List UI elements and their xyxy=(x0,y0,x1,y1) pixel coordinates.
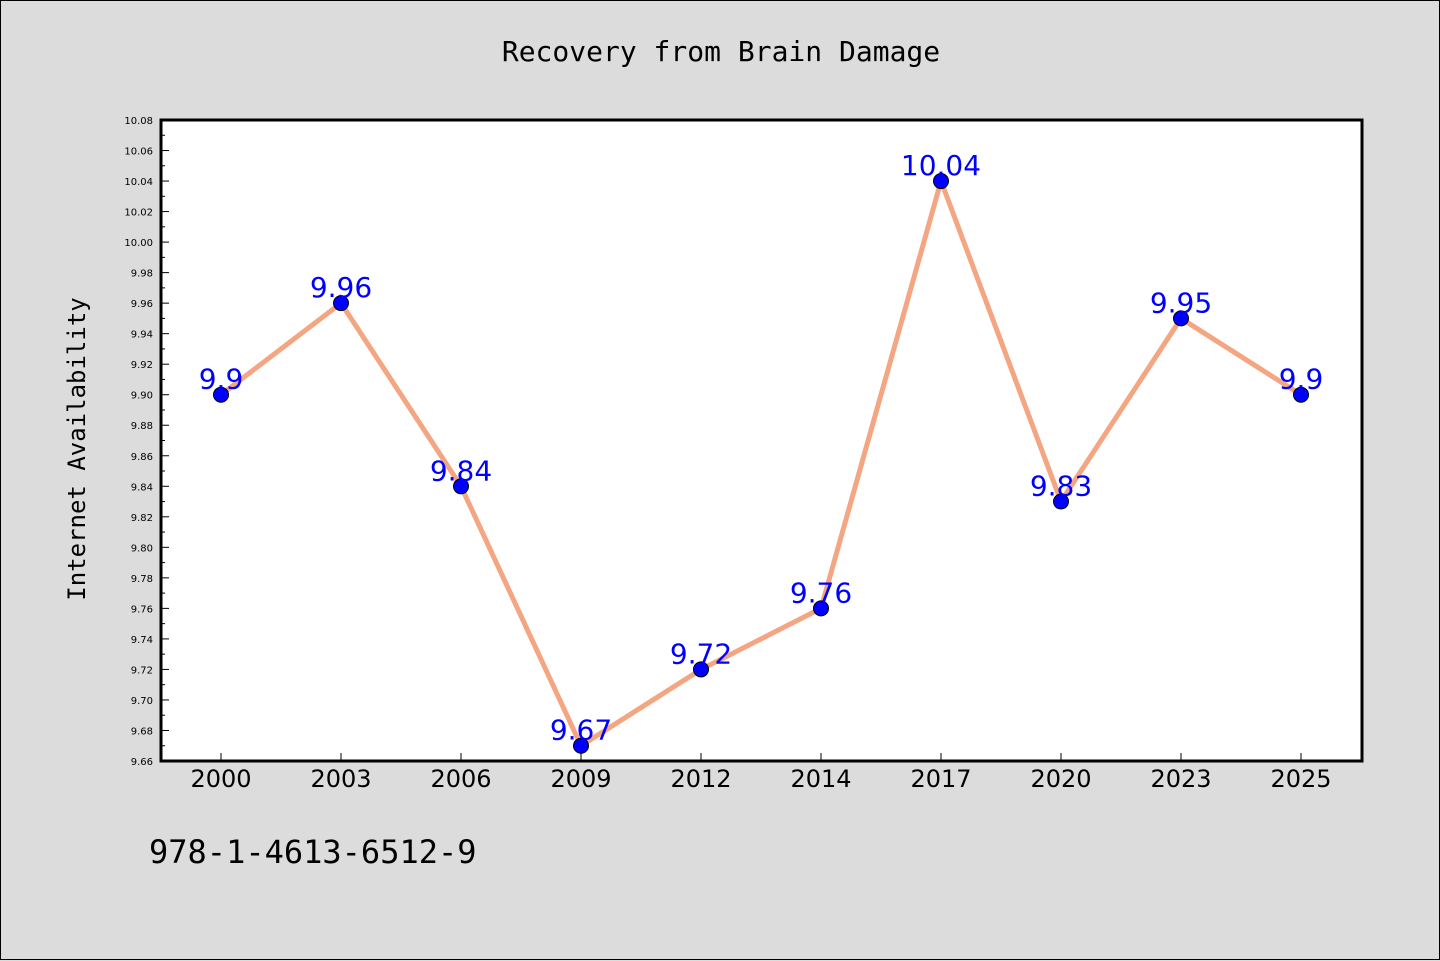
y-tick-label: 9.94 xyxy=(131,330,153,341)
data-point xyxy=(573,737,589,754)
y-tick-label: 9.90 xyxy=(131,391,153,402)
data-point xyxy=(213,386,229,403)
y-tick-label: 9.72 xyxy=(131,665,153,676)
data-label: 9.72 xyxy=(670,637,732,670)
y-tick-label: 9.78 xyxy=(131,574,153,585)
y-tick-label: 9.70 xyxy=(131,696,153,707)
data-point xyxy=(1053,493,1069,510)
data-point xyxy=(933,173,949,190)
data-label: 9.76 xyxy=(790,576,852,609)
y-tick-label: 10.02 xyxy=(124,208,153,219)
data-label: 9.95 xyxy=(1150,286,1212,319)
data-point xyxy=(453,478,469,495)
x-tick-label: 2014 xyxy=(790,765,851,793)
y-tick-label: 10.06 xyxy=(124,147,153,158)
y-tick-label: 9.66 xyxy=(131,757,153,768)
x-tick-label: 2023 xyxy=(1150,765,1211,793)
y-tick-label: 9.82 xyxy=(131,513,153,524)
y-tick-label: 9.98 xyxy=(131,269,153,280)
y-tick-label: 9.88 xyxy=(131,421,153,432)
y-tick-label: 9.80 xyxy=(131,543,153,554)
data-point xyxy=(333,295,349,312)
x-tick-label: 2017 xyxy=(910,765,971,793)
y-axis-title: Internet Availability xyxy=(63,297,91,600)
data-label: 9.83 xyxy=(1030,470,1092,503)
isbn-code: 978-1-4613-6512-9 xyxy=(149,833,477,871)
series-line xyxy=(219,178,1303,749)
data-label: 10.04 xyxy=(901,149,981,182)
data-labels: 9.9 9.96 9.84 9.67 9.72 9.76 10.04 9.83 9.95 9.9 xyxy=(199,149,1324,747)
data-label: 9.96 xyxy=(310,271,372,304)
data-point xyxy=(693,661,709,678)
y-tick-label: 10.08 xyxy=(124,116,153,127)
data-label: 9.9 xyxy=(1279,363,1324,396)
y-axis: 9.66 9.68 9.70 9.72 9.74 9.76 9.78 9.80 9.82 9.84… xyxy=(124,116,169,768)
x-tick-label: 2000 xyxy=(190,765,251,793)
y-tick-label: 9.84 xyxy=(131,482,153,493)
x-tick-label: 2020 xyxy=(1030,765,1091,793)
data-point xyxy=(1173,310,1189,327)
plot-area xyxy=(159,118,1364,763)
x-tick-label: 2012 xyxy=(670,765,731,793)
y-tick-label: 9.92 xyxy=(131,360,153,371)
chart-title: Recovery from Brain Damage xyxy=(501,35,941,68)
y-tick-label: 9.76 xyxy=(131,604,153,615)
data-label: 9.9 xyxy=(199,363,244,396)
x-tick-label: 2025 xyxy=(1270,765,1331,793)
data-label: 9.67 xyxy=(550,714,612,747)
y-tick-label: 10.04 xyxy=(124,177,153,188)
markers xyxy=(213,173,1309,754)
y-tick-label: 9.96 xyxy=(131,299,153,310)
y-tick-label: 9.86 xyxy=(131,452,153,463)
data-label: 9.84 xyxy=(430,454,492,487)
y-tick-label: 9.68 xyxy=(131,726,153,737)
x-tick-label: 2003 xyxy=(310,765,371,793)
series-polyline xyxy=(219,178,1303,749)
data-point xyxy=(1293,386,1309,403)
data-point xyxy=(813,600,829,617)
x-tick-label: 2009 xyxy=(550,765,611,793)
x-axis: 2000 2003 2006 2009 2012 2014 2017 2020 2023 2025 xyxy=(190,753,1332,793)
y-tick-label: 10.00 xyxy=(124,238,153,249)
y-tick-label: 9.74 xyxy=(131,635,153,646)
x-tick-label: 2006 xyxy=(430,765,491,793)
